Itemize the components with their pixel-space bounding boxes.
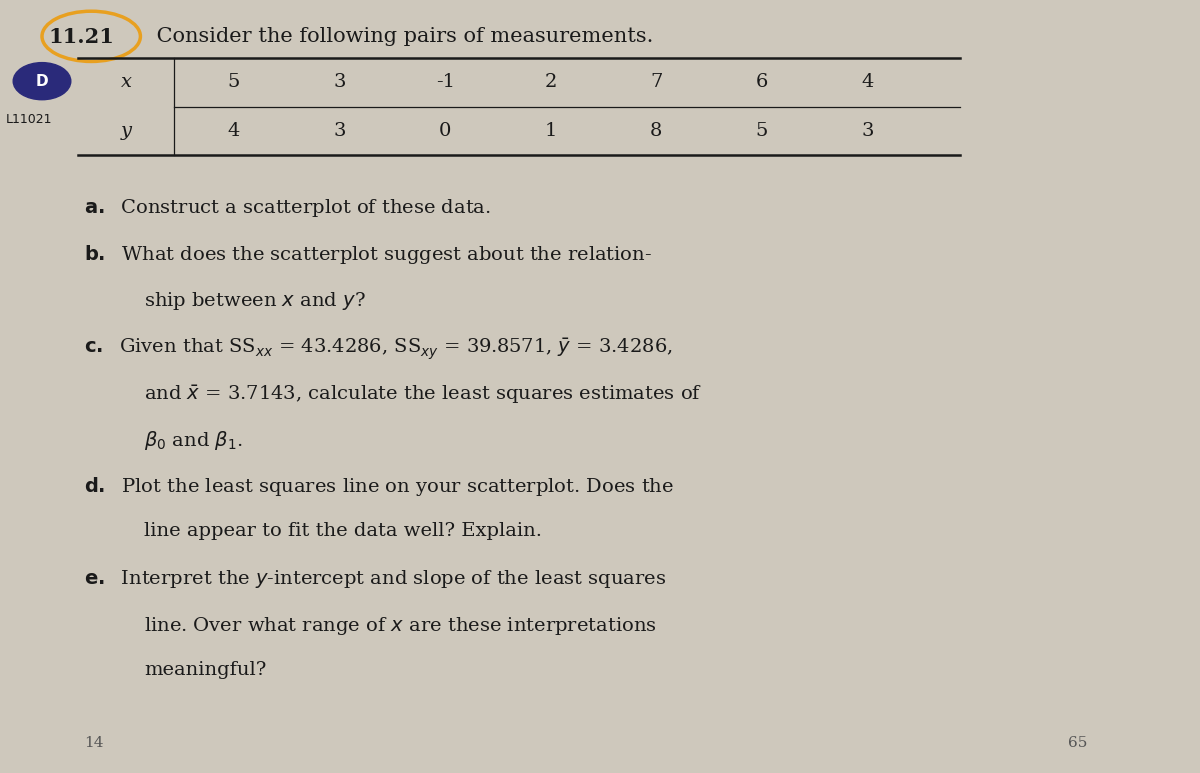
Text: 14: 14 <box>84 736 103 750</box>
Text: meaningful?: meaningful? <box>144 661 266 679</box>
Text: y: y <box>120 121 132 140</box>
Text: 3: 3 <box>862 121 874 140</box>
Text: x: x <box>120 73 132 91</box>
Text: $\beta_0$ and $\beta_1$.: $\beta_0$ and $\beta_1$. <box>144 429 242 452</box>
Text: 7: 7 <box>650 73 662 91</box>
Text: 2: 2 <box>545 73 557 91</box>
Text: L11021: L11021 <box>6 114 53 126</box>
Text: -1: -1 <box>436 73 455 91</box>
Text: $\mathbf{d.}$  Plot the least squares line on your scatterplot. Does the: $\mathbf{d.}$ Plot the least squares lin… <box>84 475 674 499</box>
Text: line appear to fit the data well? Explain.: line appear to fit the data well? Explai… <box>144 522 542 540</box>
Text: 8: 8 <box>650 121 662 140</box>
Text: 5: 5 <box>756 121 768 140</box>
Text: ship between $x$ and $y$?: ship between $x$ and $y$? <box>144 290 366 312</box>
Text: Consider the following pairs of measurements.: Consider the following pairs of measurem… <box>150 27 653 46</box>
Text: 0: 0 <box>439 121 451 140</box>
Text: 3: 3 <box>334 121 346 140</box>
Text: 6: 6 <box>756 73 768 91</box>
Text: $\mathbf{a.}$  Construct a scatterplot of these data.: $\mathbf{a.}$ Construct a scatterplot of… <box>84 197 491 219</box>
Text: 5: 5 <box>228 73 240 91</box>
Text: 65: 65 <box>1068 736 1087 750</box>
Circle shape <box>13 63 71 100</box>
Text: 4: 4 <box>228 121 240 140</box>
Text: $\mathbf{e.}$  Interpret the $y$-intercept and slope of the least squares: $\mathbf{e.}$ Interpret the $y$-intercep… <box>84 568 666 590</box>
Text: and $\bar{x}$ = 3.7143, calculate the least squares estimates of: and $\bar{x}$ = 3.7143, calculate the le… <box>144 383 702 406</box>
Text: 3: 3 <box>334 73 346 91</box>
Text: $\mathbf{b.}$  What does the scatterplot suggest about the relation-: $\mathbf{b.}$ What does the scatterplot … <box>84 243 652 267</box>
Text: 1: 1 <box>545 121 557 140</box>
Text: 4: 4 <box>862 73 874 91</box>
Text: 11.21: 11.21 <box>48 27 114 47</box>
Text: D: D <box>36 73 48 89</box>
Text: $\mathbf{c.}$  Given that SS$_{xx}$ = 43.4286, SS$_{xy}$ = 39.8571, $\bar{y}$ = : $\mathbf{c.}$ Given that SS$_{xx}$ = 43.… <box>84 336 673 362</box>
Text: line. Over what range of $x$ are these interpretations: line. Over what range of $x$ are these i… <box>144 615 656 636</box>
